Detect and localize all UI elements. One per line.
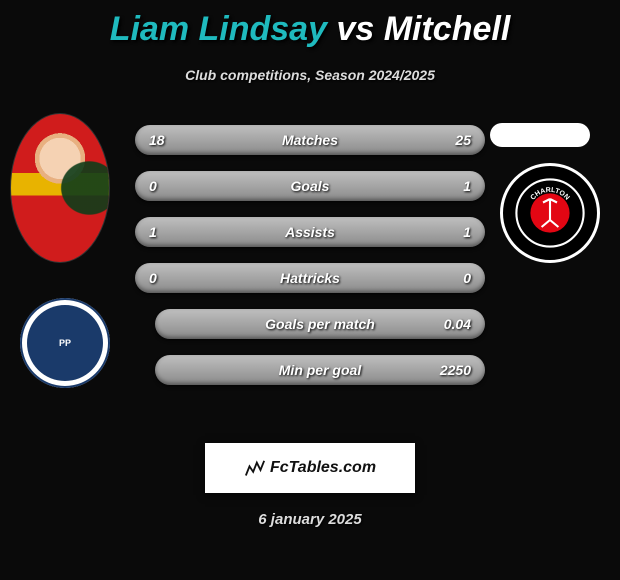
brand-text: FcTables.com bbox=[270, 459, 376, 477]
player1-club-badge: PP bbox=[20, 298, 110, 388]
stat-value-right: 25 bbox=[455, 132, 471, 148]
stat-bar: 18Matches25 bbox=[135, 125, 485, 155]
page-title: Liam Lindsay vs Mitchell bbox=[0, 0, 620, 49]
stat-bar: 0Hattricks0 bbox=[135, 263, 485, 293]
stat-value-left: 1 bbox=[149, 224, 157, 240]
stat-value-left: 18 bbox=[149, 132, 165, 148]
stat-bar: 1Assists1 bbox=[135, 217, 485, 247]
stat-bar: Min per goal2250 bbox=[155, 355, 485, 385]
stat-label: Min per goal bbox=[155, 362, 485, 378]
club-badge-pp: PP bbox=[27, 305, 103, 381]
stat-bar: 0Goals1 bbox=[135, 171, 485, 201]
date-text: 6 january 2025 bbox=[0, 511, 620, 528]
charlton-badge-icon: CHARLTON bbox=[515, 178, 585, 248]
player2-name: Mitchell bbox=[384, 10, 511, 48]
stat-value-left: 0 bbox=[149, 270, 157, 286]
stat-bar: Goals per match0.04 bbox=[155, 309, 485, 339]
stat-value-right: 1 bbox=[463, 178, 471, 194]
stat-label: Assists bbox=[135, 224, 485, 240]
vs-text: vs bbox=[336, 10, 374, 48]
stat-label: Matches bbox=[135, 132, 485, 148]
player2-avatar-placeholder bbox=[490, 123, 590, 147]
player1-name: Liam Lindsay bbox=[110, 10, 327, 48]
stat-label: Goals bbox=[135, 178, 485, 194]
player2-avatar bbox=[490, 123, 590, 147]
stat-value-right: 2250 bbox=[440, 362, 471, 378]
stat-label: Hattricks bbox=[135, 270, 485, 286]
stat-label: Goals per match bbox=[155, 316, 485, 332]
stat-value-right: 1 bbox=[463, 224, 471, 240]
subtitle: Club competitions, Season 2024/2025 bbox=[0, 67, 620, 83]
brand-icon bbox=[244, 459, 266, 477]
player1-avatar bbox=[10, 113, 110, 263]
stat-value-left: 0 bbox=[149, 178, 157, 194]
stat-value-right: 0 bbox=[463, 270, 471, 286]
player2-club-badge: CHARLTON bbox=[500, 163, 600, 263]
stats-bars: 18Matches250Goals11Assists10Hattricks0Go… bbox=[135, 125, 485, 385]
stat-value-right: 0.04 bbox=[444, 316, 471, 332]
brand-badge[interactable]: FcTables.com bbox=[205, 443, 415, 493]
comparison-panel: PP CHARLTON 18Matches250Goals11Assists10… bbox=[0, 113, 620, 413]
